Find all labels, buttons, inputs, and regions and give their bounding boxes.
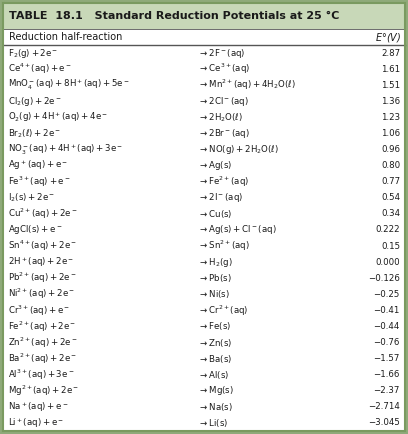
Bar [3,29,405,45]
Text: $\rightarrow \mathrm{Pb(s)}$: $\rightarrow \mathrm{Pb(s)}$ [198,272,232,284]
Text: $\rightarrow \mathrm{Mg(s)}$: $\rightarrow \mathrm{Mg(s)}$ [198,384,234,397]
Text: $\rightarrow \mathrm{Ni(s)}$: $\rightarrow \mathrm{Ni(s)}$ [198,288,230,300]
Text: $\mathrm{Fe^{3+}(aq) + e^-}$: $\mathrm{Fe^{3+}(aq) + e^-}$ [8,174,71,189]
Text: 0.222: 0.222 [375,225,400,234]
Text: $\rightarrow \mathrm{2Br^-(aq)}$: $\rightarrow \mathrm{2Br^-(aq)}$ [198,127,250,140]
Text: $\rightarrow \mathrm{Fe^{2+}(aq)}$: $\rightarrow \mathrm{Fe^{2+}(aq)}$ [198,174,249,189]
Text: $\mathrm{MnO_4^-(aq) + 8H^+(aq) + 5e^-}$: $\mathrm{MnO_4^-(aq) + 8H^+(aq) + 5e^-}$ [8,78,130,92]
Text: 0.54: 0.54 [381,193,400,202]
Text: $\rightarrow \mathrm{2H_2O(}$$\ell$$\mathrm{)}$: $\rightarrow \mathrm{2H_2O(}$$\ell$$\mat… [198,111,243,124]
Text: −0.25: −0.25 [374,290,400,299]
Text: $\mathrm{Mg^{2+}(aq) + 2e^-}$: $\mathrm{Mg^{2+}(aq) + 2e^-}$ [8,384,79,398]
Text: $\rightarrow \mathrm{Al(s)}$: $\rightarrow \mathrm{Al(s)}$ [198,369,229,381]
Text: 0.000: 0.000 [375,258,400,266]
Text: −1.57: −1.57 [374,354,400,363]
Text: $\rightarrow \mathrm{H_2(g)}$: $\rightarrow \mathrm{H_2(g)}$ [198,256,233,269]
Text: 0.77: 0.77 [381,177,400,186]
Text: 2.87: 2.87 [381,49,400,58]
Text: $\mathrm{F_2(g) + 2e^-}$: $\mathrm{F_2(g) + 2e^-}$ [8,46,58,59]
Text: $\mathrm{Zn^{2+}(aq) + 2e^-}$: $\mathrm{Zn^{2+}(aq) + 2e^-}$ [8,335,78,350]
Text: $\rightarrow \mathrm{2F^-(aq)}$: $\rightarrow \mathrm{2F^-(aq)}$ [198,46,246,59]
Text: $\mathrm{Na^+(aq) + e^-}$: $\mathrm{Na^+(aq) + e^-}$ [8,400,69,414]
Text: −0.76: −0.76 [374,338,400,347]
Text: $\rightarrow \mathrm{Ce^{3+}(aq)}$: $\rightarrow \mathrm{Ce^{3+}(aq)}$ [198,62,250,76]
Text: $\mathrm{Cr^{3+}(aq) + e^-}$: $\mathrm{Cr^{3+}(aq) + e^-}$ [8,303,70,318]
Bar [3,3,405,29]
Text: 1.06: 1.06 [381,129,400,138]
Text: −0.41: −0.41 [374,306,400,315]
Text: 1.36: 1.36 [381,97,400,106]
Text: $\rightarrow \mathrm{Cr^{2+}(aq)}$: $\rightarrow \mathrm{Cr^{2+}(aq)}$ [198,303,248,318]
Text: −3.045: −3.045 [368,418,400,427]
Text: 1.61: 1.61 [381,65,400,74]
Text: $\rightarrow \mathrm{Ag(s)}$: $\rightarrow \mathrm{Ag(s)}$ [198,159,233,172]
Text: 0.15: 0.15 [381,242,400,250]
Text: Reduction half-reaction: Reduction half-reaction [9,32,122,42]
Text: $\mathrm{Cl_2(g) + 2e^-}$: $\mathrm{Cl_2(g) + 2e^-}$ [8,95,62,108]
Text: −0.126: −0.126 [368,274,400,283]
Text: $\mathrm{AgCl(s) + e^-}$: $\mathrm{AgCl(s) + e^-}$ [8,224,62,237]
Text: $\mathrm{NO_3^-(aq) + 4H^+(aq) + 3e^-}$: $\mathrm{NO_3^-(aq) + 4H^+(aq) + 3e^-}$ [8,142,123,157]
Text: 0.34: 0.34 [381,209,400,218]
Text: −2.714: −2.714 [368,402,400,411]
Text: $\rightarrow \mathrm{Cu(s)}$: $\rightarrow \mathrm{Cu(s)}$ [198,208,233,220]
Text: TABLE  18.1: TABLE 18.1 [9,11,83,21]
Text: $\mathrm{Ce^{4+}(aq) + e^-}$: $\mathrm{Ce^{4+}(aq) + e^-}$ [8,62,72,76]
Text: −0.44: −0.44 [374,322,400,331]
Text: $\rightarrow \mathrm{Na(s)}$: $\rightarrow \mathrm{Na(s)}$ [198,401,233,413]
Text: $\mathrm{Ag^+(aq) + e^-}$: $\mathrm{Ag^+(aq) + e^-}$ [8,159,68,172]
Text: $\mathrm{Pb^{2+}(aq) + 2e^-}$: $\mathrm{Pb^{2+}(aq) + 2e^-}$ [8,271,77,286]
Text: $\rightarrow \mathrm{Li(s)}$: $\rightarrow \mathrm{Li(s)}$ [198,417,228,429]
Text: $\rightarrow \mathrm{NO(g) + 2H_2O(}$$\ell$$\mathrm{)}$: $\rightarrow \mathrm{NO(g) + 2H_2O(}$$\e… [198,143,279,156]
Text: 0.80: 0.80 [381,161,400,170]
Text: $E\degree$(V): $E\degree$(V) [375,30,401,43]
Text: $\mathrm{Sn^{4+}(aq) + 2e^-}$: $\mathrm{Sn^{4+}(aq) + 2e^-}$ [8,239,77,253]
Text: 1.51: 1.51 [381,81,400,90]
Text: $\rightarrow \mathrm{Fe(s)}$: $\rightarrow \mathrm{Fe(s)}$ [198,320,231,332]
Text: $\rightarrow \mathrm{2I^-(aq)}$: $\rightarrow \mathrm{2I^-(aq)}$ [198,191,243,204]
Text: $\rightarrow \mathrm{2Cl^-(aq)}$: $\rightarrow \mathrm{2Cl^-(aq)}$ [198,95,249,108]
Text: $\mathrm{Ni^{2+}(aq) + 2e^-}$: $\mathrm{Ni^{2+}(aq) + 2e^-}$ [8,287,75,302]
Text: −2.37: −2.37 [374,386,400,395]
Text: $\rightarrow \mathrm{Sn^{2+}(aq)}$: $\rightarrow \mathrm{Sn^{2+}(aq)}$ [198,239,250,253]
Text: $\mathrm{Cu^{2+}(aq) + 2e^-}$: $\mathrm{Cu^{2+}(aq) + 2e^-}$ [8,207,78,221]
Text: 0.96: 0.96 [381,145,400,154]
Text: $\rightarrow \mathrm{Ag(s) + Cl^-(aq)}$: $\rightarrow \mathrm{Ag(s) + Cl^-(aq)}$ [198,224,277,237]
Text: $\mathrm{Fe^{2+}(aq) + 2e^-}$: $\mathrm{Fe^{2+}(aq) + 2e^-}$ [8,319,76,334]
Text: $\mathrm{Ba^{2+}(aq) + 2e^-}$: $\mathrm{Ba^{2+}(aq) + 2e^-}$ [8,352,77,366]
Text: 1.23: 1.23 [381,113,400,122]
Text: $\mathrm{Li^+(aq) + e^-}$: $\mathrm{Li^+(aq) + e^-}$ [8,416,64,430]
Text: $\rightarrow \mathrm{Zn(s)}$: $\rightarrow \mathrm{Zn(s)}$ [198,336,233,349]
Text: $\mathrm{I_2(s) + 2e^-}$: $\mathrm{I_2(s) + 2e^-}$ [8,191,55,204]
Text: $\mathrm{Al^{3+}(aq) + 3e^-}$: $\mathrm{Al^{3+}(aq) + 3e^-}$ [8,368,74,382]
Text: Standard Reduction Potentials at 25 °C: Standard Reduction Potentials at 25 °C [83,11,339,21]
Text: $\rightarrow \mathrm{Mn^{2+}(aq) + 4H_2O(}$$\ell$$\mathrm{)}$: $\rightarrow \mathrm{Mn^{2+}(aq) + 4H_2O… [198,78,295,92]
Text: $\mathrm{Br_2(}$$\ell$$\mathrm{) + 2e^-}$: $\mathrm{Br_2(}$$\ell$$\mathrm{) + 2e^-}… [8,127,61,140]
Bar [3,45,405,431]
Text: −1.66: −1.66 [374,370,400,379]
Text: $\rightarrow \mathrm{Ba(s)}$: $\rightarrow \mathrm{Ba(s)}$ [198,352,232,365]
Text: $\mathrm{O_2(g) + 4H^+(aq) + 4e^-}$: $\mathrm{O_2(g) + 4H^+(aq) + 4e^-}$ [8,111,108,124]
Text: $\mathrm{2H^+(aq) + 2e^-}$: $\mathrm{2H^+(aq) + 2e^-}$ [8,255,74,269]
